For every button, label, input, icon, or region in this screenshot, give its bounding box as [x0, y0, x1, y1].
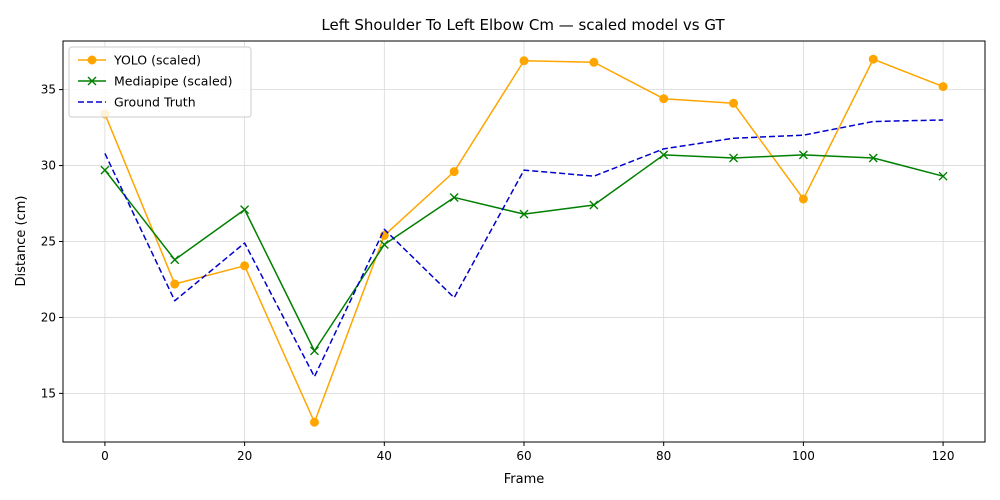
x-tick-label: 0 — [101, 449, 109, 463]
x-tick-label: 20 — [237, 449, 252, 463]
grid — [63, 41, 985, 442]
data-point-yolo-scaled — [938, 82, 948, 92]
legend: YOLO (scaled) Mediapipe (scaled) Ground Tr… — [68, 46, 252, 118]
x-tick-label: 80 — [656, 449, 671, 463]
legend-marker — [87, 55, 97, 65]
data-point-mediapipe-scaled — [240, 205, 250, 215]
x-axis-label: Frame — [504, 472, 545, 487]
data-point-mediapipe-scaled — [309, 346, 319, 356]
data-point-yolo-scaled — [519, 56, 529, 66]
ticks: 0 20 40 60 80 100 120 15 20 25 30 35 — [41, 83, 955, 463]
x-tick-label: 100 — [792, 449, 815, 463]
data-point-yolo-scaled — [309, 417, 319, 427]
data-point-mediapipe-scaled — [938, 171, 948, 181]
data-point-mediapipe-scaled — [379, 240, 389, 250]
data-point-yolo-scaled — [659, 94, 669, 104]
series-mediapipe-scaled — [100, 150, 948, 356]
series-layer — [100, 54, 948, 427]
data-point-yolo-scaled — [798, 194, 808, 204]
legend-item: Mediapipe (scaled) — [78, 74, 232, 89]
series-ground-truth — [104, 119, 944, 378]
data-point-mediapipe-scaled — [798, 150, 808, 160]
data-point-mediapipe-scaled — [449, 192, 459, 202]
legend-label: Ground Truth — [114, 95, 196, 110]
y-tick-label: 35 — [41, 83, 56, 97]
y-tick-label: 20 — [41, 310, 56, 324]
data-point-yolo-scaled — [729, 98, 739, 108]
data-point-mediapipe-scaled — [170, 255, 180, 265]
legend-label: YOLO (scaled) — [113, 53, 201, 68]
data-point-mediapipe-scaled — [729, 153, 739, 163]
chart-title: Left Shoulder To Left Elbow Cm — scaled … — [321, 16, 725, 34]
y-tick-label: 15 — [41, 386, 56, 400]
y-axis-label: Distance (cm) — [14, 196, 29, 287]
data-point-mediapipe-scaled — [868, 153, 878, 163]
data-point-mediapipe-scaled — [659, 150, 669, 160]
y-tick-label: 25 — [41, 235, 56, 249]
data-point-mediapipe-scaled — [589, 200, 599, 210]
data-point-mediapipe-scaled — [519, 209, 529, 219]
data-point-yolo-scaled — [240, 261, 250, 271]
data-point-yolo-scaled — [449, 167, 459, 177]
data-point-yolo-scaled — [589, 57, 599, 67]
legend-box — [68, 46, 252, 118]
series-line-ground-truth — [104, 119, 944, 378]
legend-marker — [87, 76, 97, 86]
data-point-yolo-scaled — [170, 279, 180, 289]
legend-item: Ground Truth — [78, 95, 196, 110]
x-tick-label: 60 — [516, 449, 531, 463]
x-tick-label: 120 — [932, 449, 955, 463]
x-tick-label: 40 — [377, 449, 392, 463]
legend-label: Mediapipe (scaled) — [114, 74, 232, 89]
legend-item: YOLO (scaled) — [78, 53, 201, 68]
y-tick-label: 30 — [41, 159, 56, 173]
data-point-yolo-scaled — [868, 54, 878, 64]
data-point-mediapipe-scaled — [100, 165, 110, 175]
